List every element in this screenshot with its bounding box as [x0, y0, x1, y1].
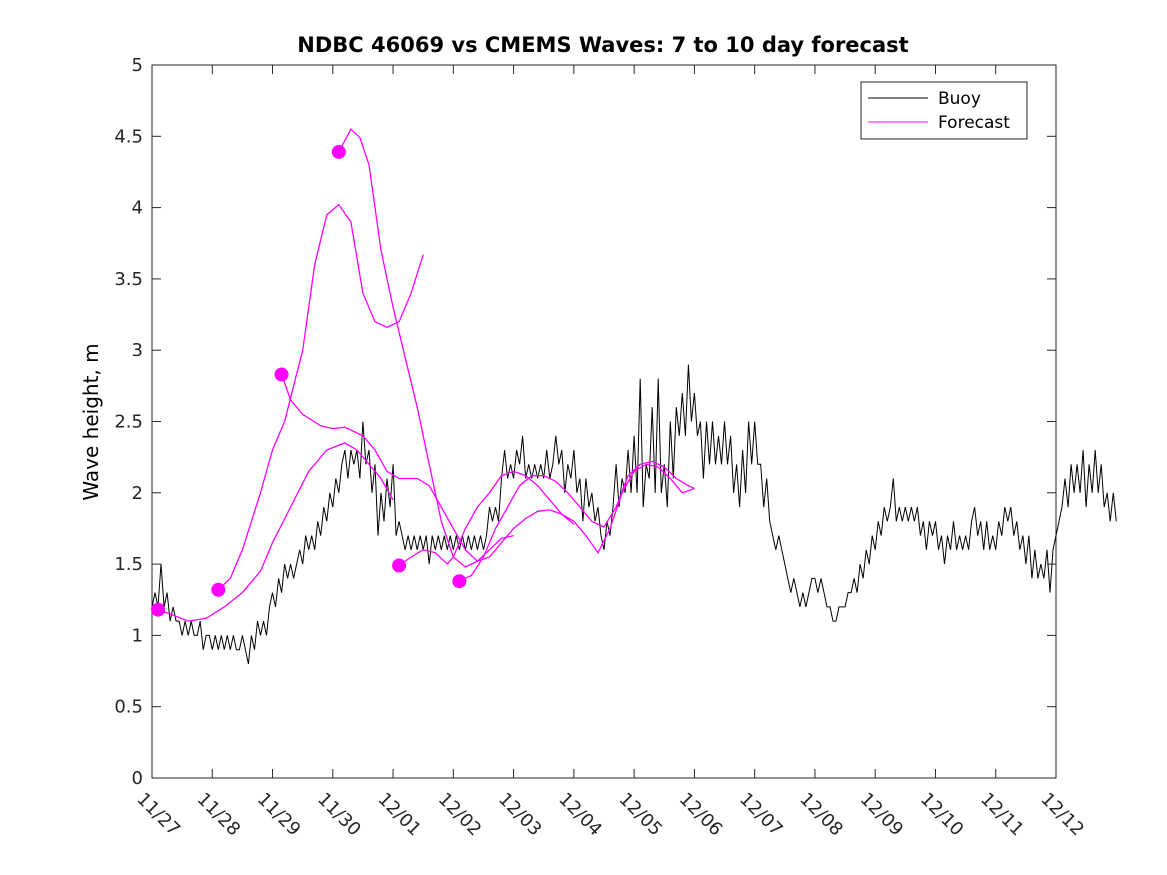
y-tick-label: 0	[132, 768, 143, 789]
y-tick-label: 4.5	[114, 126, 143, 147]
forecast-line-2	[217, 203, 424, 591]
forecast-line-6	[459, 460, 695, 582]
forecast-series	[151, 128, 695, 622]
y-tick-label: 1.5	[114, 554, 143, 575]
y-tick-label: 5	[132, 55, 143, 76]
forecast-start-marker-1	[151, 602, 166, 617]
legend-forecast-label: Forecast	[938, 113, 1010, 133]
y-tick-label: 3	[132, 340, 143, 361]
y-tick-label: 2.5	[114, 412, 143, 433]
forecast-start-marker-6	[452, 574, 467, 589]
legend-buoy-label: Buoy	[938, 89, 981, 109]
forecast-line-5	[398, 463, 695, 567]
forecast-start-marker-3	[274, 367, 289, 382]
y-tick-label: 1	[132, 625, 143, 646]
forecast-line-1	[157, 442, 394, 622]
buoy-series	[151, 364, 1117, 665]
y-tick-label: 4	[132, 198, 143, 219]
y-tick-label: 0.5	[114, 697, 143, 718]
forecast-start-marker-4	[331, 144, 346, 159]
y-axis-label: Wave height, m	[79, 343, 103, 500]
plot-area	[151, 64, 1057, 779]
y-tick-label: 3.5	[114, 269, 143, 290]
y-tick-label: 2	[132, 483, 143, 504]
forecast-start-marker-5	[392, 558, 407, 573]
legend: Buoy Forecast	[860, 81, 1028, 140]
forecast-line-3	[280, 374, 575, 562]
y-axis: 0 0.5 1 1.5 2 2.5 3 3.5 4 4.5 5	[114, 55, 1056, 789]
chart-title: NDBC 46069 vs CMEMS Waves: 7 to 10 day f…	[297, 33, 908, 57]
buoy-line	[151, 364, 1117, 665]
forecast-start-marker-2	[211, 582, 226, 597]
legend-box	[860, 81, 1028, 140]
